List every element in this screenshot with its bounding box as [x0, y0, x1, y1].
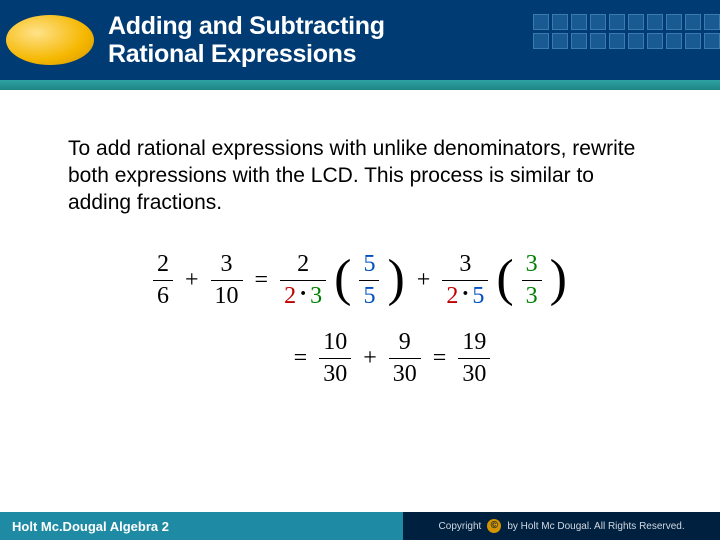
plus-op-2: +: [413, 267, 435, 294]
lparen-icon-2: (: [496, 258, 513, 300]
footer-textbook-name: Holt Mc.Dougal Algebra 2: [0, 512, 403, 540]
equals-op-3: =: [429, 345, 451, 372]
fraction-2-over-2x3: 2 2·3: [280, 251, 326, 311]
slide-title: Adding and Subtracting Rational Expressi…: [108, 12, 385, 68]
equals-op: =: [251, 267, 273, 294]
header-grid-icon: [533, 14, 720, 49]
header-oval-icon: [6, 15, 94, 65]
body-paragraph: To add rational expressions with unlike …: [68, 136, 660, 217]
header-accent-bar: [0, 80, 720, 90]
footer-copyright: Copyright © by Holt Mc Dougal. All Right…: [403, 512, 720, 540]
fraction-9-30: 9 30: [389, 329, 421, 389]
fraction-2-6: 2 6: [153, 251, 173, 311]
slide-footer: Holt Mc.Dougal Algebra 2 Copyright © by …: [0, 512, 720, 540]
fraction-19-30: 19 30: [458, 329, 490, 389]
copyright-label: Copyright: [439, 521, 482, 532]
fraction-3-3: 3 3: [522, 251, 542, 311]
math-row-2: = 10 30 + 9 30 = 19 30: [290, 329, 491, 389]
fraction-10-30: 10 30: [319, 329, 351, 389]
copyright-text: by Holt Mc Dougal. All Rights Reserved.: [507, 521, 684, 532]
title-line-2: Rational Expressions: [108, 40, 356, 68]
lparen-icon: (: [334, 258, 351, 300]
plus-op-3: +: [359, 345, 381, 372]
title-line-1: Adding and Subtracting: [108, 12, 385, 40]
slide-header: Adding and Subtracting Rational Expressi…: [0, 0, 720, 80]
copyright-icon: ©: [487, 519, 501, 533]
fraction-5-5: 5 5: [359, 251, 379, 311]
rparen-icon-2: ): [550, 258, 567, 300]
fraction-3-10: 3 10: [211, 251, 243, 311]
rparen-icon: ): [387, 258, 404, 300]
equals-op-2: =: [290, 345, 312, 372]
fraction-3-over-2x5: 3 2·5: [442, 251, 488, 311]
plus-op: +: [181, 267, 203, 294]
math-equation-block: 2 6 + 3 10 = 2 2·3 ( 5 5 ) + 3: [0, 251, 720, 407]
math-row-1: 2 6 + 3 10 = 2 2·3 ( 5 5 ) + 3: [153, 251, 567, 311]
